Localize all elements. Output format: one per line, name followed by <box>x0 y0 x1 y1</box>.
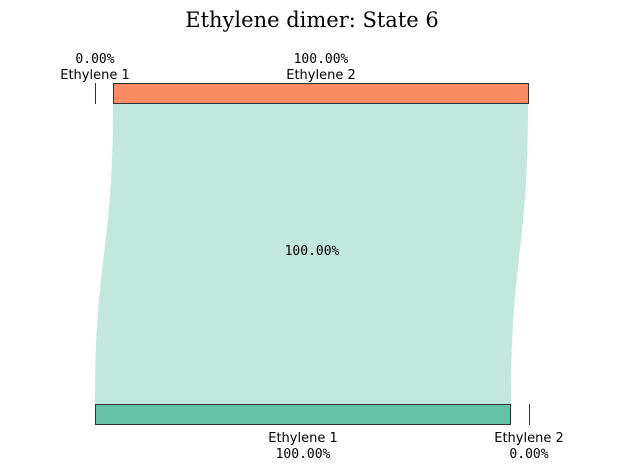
bottom-node-ethylene-2-label: Ethylene 2 <box>494 431 564 446</box>
flow-label: 100.00% <box>285 244 340 259</box>
top-node-ethylene-2-value: 100.00% <box>294 52 349 67</box>
flow-band <box>95 104 528 404</box>
top-node-ethylene-1-value: 0.00% <box>75 52 114 67</box>
top-node-ethylene-1-label: Ethylene 1 <box>60 68 130 83</box>
bottom-node-ethylene-2-value: 0.00% <box>509 447 548 462</box>
bottom-node-ethylene-1 <box>95 404 511 425</box>
bottom-node-ethylene-1-value: 100.00% <box>276 447 331 462</box>
top-node-ethylene-2 <box>113 83 529 104</box>
top-node-ethylene-2-label: Ethylene 2 <box>286 68 356 83</box>
bottom-node-ethylene-1-label: Ethylene 1 <box>268 431 338 446</box>
chart-title: Ethylene dimer: State 6 <box>185 8 438 32</box>
